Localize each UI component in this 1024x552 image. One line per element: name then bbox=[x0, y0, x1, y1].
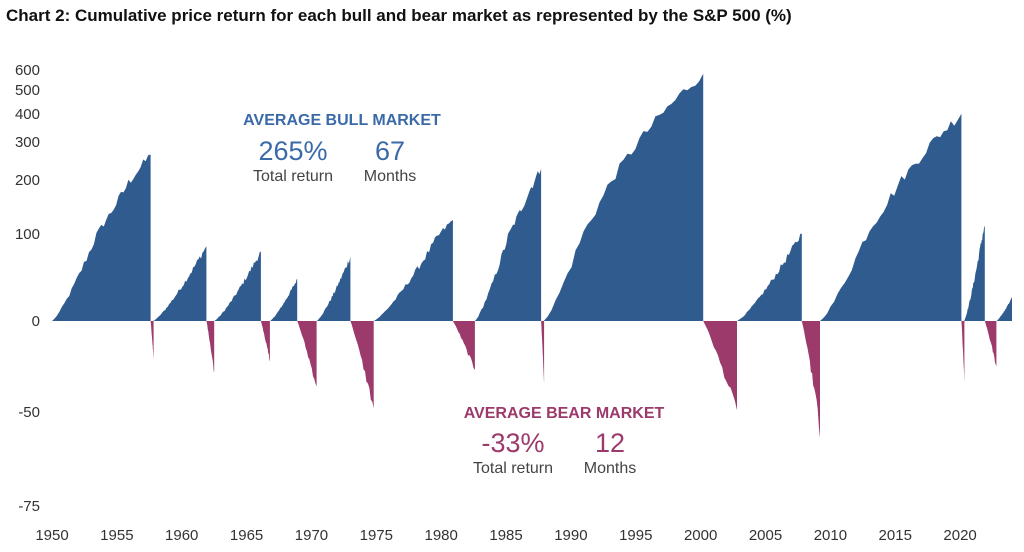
bull-annotation: AVERAGE BULL MARKET 265% 67 Total return… bbox=[243, 112, 441, 185]
x-tick-label: 1970 bbox=[295, 527, 328, 544]
bull-market-areas bbox=[52, 73, 1012, 321]
bear-market-area bbox=[350, 321, 374, 409]
x-tick-label: 1960 bbox=[165, 527, 198, 544]
y-tick-label: 600 bbox=[15, 62, 40, 79]
y-tick-label: 300 bbox=[15, 134, 40, 151]
x-tick-label: 2000 bbox=[684, 527, 717, 544]
x-tick-label: 2015 bbox=[879, 527, 912, 544]
x-tick-label: 1950 bbox=[35, 527, 68, 544]
x-tick-label: 1985 bbox=[489, 527, 522, 544]
bull-market-area bbox=[316, 256, 351, 321]
y-tick-label: 0 bbox=[32, 313, 40, 330]
y-tick-label: 200 bbox=[15, 172, 40, 189]
x-tick-label: 1990 bbox=[554, 527, 587, 544]
y-tick-label: 400 bbox=[15, 106, 40, 123]
bear-months-label: Months bbox=[584, 460, 636, 477]
x-tick-label: 1980 bbox=[425, 527, 458, 544]
bear-market-area bbox=[703, 321, 737, 411]
bull-market-area bbox=[52, 154, 151, 321]
x-tick-label: 2005 bbox=[749, 527, 782, 544]
bull-months-label: Months bbox=[364, 168, 416, 185]
chart-title: Chart 2: Cumulative price return for eac… bbox=[6, 6, 792, 25]
bear-market-area bbox=[206, 321, 215, 372]
y-tick-label: 100 bbox=[15, 226, 40, 243]
bull-heading: AVERAGE BULL MARKET bbox=[243, 112, 441, 129]
x-tick-label: 1975 bbox=[360, 527, 393, 544]
x-tick-label: 1995 bbox=[619, 527, 652, 544]
bear-total-return-label: Total return bbox=[473, 460, 553, 477]
bull-market-area bbox=[543, 73, 704, 321]
bull-market-area bbox=[737, 233, 802, 321]
bear-heading: AVERAGE BEAR MARKET bbox=[464, 405, 665, 422]
x-tick-label: 2020 bbox=[943, 527, 976, 544]
bear-months-value: 12 bbox=[595, 428, 625, 458]
x-axis: 1950 1955 1960 1965 1970 1975 1980 1985 1990 1995… bbox=[35, 527, 976, 544]
x-tick-label: 1955 bbox=[100, 527, 133, 544]
bear-market-area bbox=[541, 321, 545, 383]
bear-total-return-value: -33% bbox=[481, 428, 544, 458]
bull-total-return-value: 265% bbox=[258, 136, 327, 166]
bear-market-areas bbox=[150, 321, 997, 439]
bull-market-area bbox=[474, 169, 542, 321]
y-tick-label: -75 bbox=[18, 498, 40, 515]
bear-market-area bbox=[150, 321, 154, 360]
bear-market-area bbox=[297, 321, 317, 387]
bear-market-area bbox=[452, 321, 475, 371]
bull-market-area bbox=[214, 251, 261, 321]
bear-market-area bbox=[801, 321, 820, 439]
bear-market-area bbox=[961, 321, 965, 383]
bull-market-area bbox=[996, 297, 1012, 321]
bear-market-area bbox=[260, 321, 270, 361]
y-tick-label: 500 bbox=[15, 82, 40, 99]
bear-market-area bbox=[984, 321, 997, 367]
x-tick-label: 2010 bbox=[814, 527, 847, 544]
bull-market-area bbox=[964, 226, 985, 321]
bull-market-area bbox=[373, 220, 453, 321]
y-axis: 600 500 400 300 200 100 0 -50 -75 bbox=[15, 62, 40, 515]
bull-months-value: 67 bbox=[375, 136, 405, 166]
y-tick-label: -50 bbox=[18, 404, 40, 421]
bull-total-return-label: Total return bbox=[253, 168, 333, 185]
x-tick-label: 1965 bbox=[230, 527, 263, 544]
bull-market-area bbox=[153, 246, 207, 321]
bull-market-area bbox=[269, 279, 298, 321]
bear-annotation: AVERAGE BEAR MARKET -33% 12 Total return… bbox=[464, 405, 665, 477]
bull-market-area bbox=[820, 113, 962, 321]
